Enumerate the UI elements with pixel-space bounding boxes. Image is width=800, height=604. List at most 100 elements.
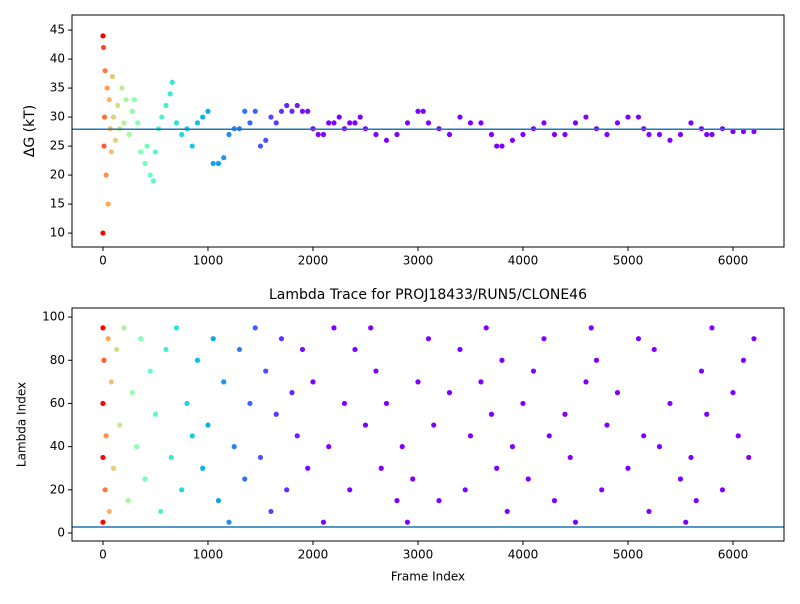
- point: [509, 137, 516, 143]
- point: [604, 422, 610, 428]
- point: [467, 433, 474, 439]
- point: [163, 346, 169, 353]
- point: [242, 108, 248, 114]
- point: [446, 390, 453, 396]
- point: [525, 476, 531, 482]
- point: [236, 346, 243, 353]
- point: [215, 160, 222, 167]
- point: [735, 433, 741, 439]
- point: [305, 108, 311, 114]
- point: [688, 120, 694, 126]
- point: [730, 390, 736, 396]
- point: [105, 201, 111, 207]
- x-tick-label: 2000: [298, 254, 329, 268]
- point: [341, 400, 348, 407]
- point: [651, 346, 657, 353]
- x-tick-label: 5000: [613, 548, 644, 562]
- point: [104, 85, 110, 91]
- point: [614, 120, 621, 126]
- point: [719, 487, 726, 493]
- point: [467, 120, 474, 126]
- point: [226, 519, 232, 525]
- point: [646, 508, 652, 515]
- axes-frame: [71, 307, 785, 542]
- point: [273, 120, 279, 126]
- point: [158, 508, 164, 515]
- point: [336, 114, 342, 120]
- point: [625, 465, 631, 471]
- point: [106, 97, 112, 103]
- point: [352, 120, 358, 126]
- point: [150, 178, 156, 184]
- point: [740, 128, 747, 135]
- point: [205, 108, 211, 114]
- point: [572, 519, 579, 525]
- point: [112, 137, 119, 143]
- point: [677, 131, 684, 138]
- point: [119, 85, 125, 91]
- point: [583, 379, 589, 385]
- point: [102, 487, 108, 493]
- point: [189, 433, 195, 439]
- point: [462, 487, 468, 493]
- y-tick-label: 80: [50, 353, 65, 367]
- y-tick-label: 25: [50, 139, 65, 153]
- point: [173, 120, 180, 126]
- y-tick-label: 0: [57, 526, 65, 540]
- point: [299, 108, 306, 114]
- point: [394, 131, 400, 138]
- point: [215, 498, 222, 504]
- y-tick-label: 10: [50, 226, 65, 240]
- x-tick-label: 2000: [298, 548, 329, 562]
- point: [123, 97, 129, 103]
- x-tick-label: 3000: [403, 548, 434, 562]
- point: [289, 108, 295, 114]
- point: [108, 379, 114, 385]
- point: [109, 73, 116, 80]
- point: [704, 411, 710, 417]
- point: [247, 400, 253, 407]
- point: [189, 143, 195, 149]
- point: [152, 411, 159, 417]
- point: [163, 102, 169, 109]
- point: [147, 172, 153, 178]
- point: [504, 508, 510, 515]
- x-tick-label: 5000: [613, 254, 644, 268]
- point: [167, 91, 173, 97]
- point: [656, 444, 663, 450]
- point: [677, 476, 684, 482]
- point: [599, 487, 605, 493]
- point: [326, 120, 332, 126]
- point: [152, 149, 159, 155]
- point: [667, 137, 673, 143]
- point: [357, 114, 363, 120]
- point: [683, 519, 689, 525]
- point: [457, 114, 463, 120]
- point: [494, 465, 500, 471]
- point: [102, 68, 108, 74]
- y-tick-label: 20: [50, 482, 65, 496]
- point: [436, 498, 442, 504]
- point: [115, 102, 121, 109]
- point: [688, 454, 694, 461]
- point: [168, 454, 174, 461]
- point: [100, 454, 106, 461]
- point: [294, 102, 300, 109]
- point: [331, 325, 337, 331]
- y-tick-label: 35: [50, 81, 65, 95]
- point: [169, 79, 175, 85]
- point: [289, 390, 295, 396]
- point: [431, 422, 437, 428]
- point: [410, 476, 416, 482]
- point: [373, 131, 379, 138]
- point: [541, 120, 547, 126]
- point: [242, 476, 248, 482]
- point: [347, 120, 353, 126]
- point: [567, 454, 573, 461]
- point: [268, 508, 274, 515]
- point: [746, 454, 752, 461]
- point: [698, 368, 705, 374]
- point: [399, 444, 405, 450]
- point: [562, 411, 568, 417]
- x-tick-label: 4000: [508, 548, 539, 562]
